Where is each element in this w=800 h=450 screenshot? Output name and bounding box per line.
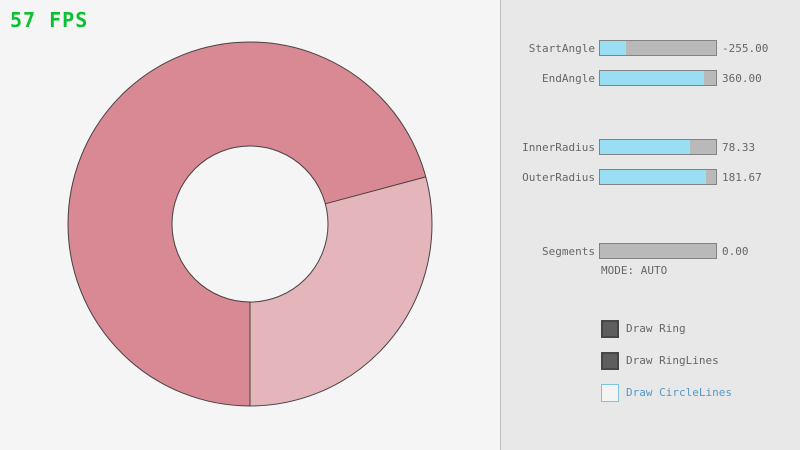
slider-value-endangle: 360.00: [722, 72, 762, 85]
slider-label-segments: Segments: [542, 245, 595, 258]
slider-fill-startangle: [600, 41, 626, 55]
slider-innerradius[interactable]: [599, 139, 717, 155]
ring-end-line: [325, 176, 426, 205]
slider-segments[interactable]: [599, 243, 717, 259]
slider-label-innerradius: InnerRadius: [522, 141, 595, 154]
slider-row-segments: Segments 0.00: [501, 243, 800, 259]
slider-value-segments: 0.00: [722, 245, 749, 258]
slider-label-startangle: StartAngle: [528, 42, 595, 55]
slider-outerradius[interactable]: [599, 169, 717, 185]
checkbox-label-draw-circlelines: Draw CircleLines: [626, 386, 732, 399]
checkbox-box-draw-ring[interactable]: [601, 320, 619, 338]
slider-row-endangle: EndAngle 360.00: [501, 70, 800, 86]
slider-row-startangle: StartAngle -255.00: [501, 40, 800, 56]
slider-label-endangle: EndAngle: [542, 72, 595, 85]
slider-value-startangle: -255.00: [722, 42, 769, 55]
slider-value-innerradius: 78.33: [722, 141, 756, 154]
segments-mode-text: MODE: AUTO: [601, 264, 668, 277]
checkbox-box-draw-circlelines[interactable]: [601, 384, 619, 402]
checkbox-label-draw-ring: Draw Ring: [626, 322, 686, 335]
slider-value-outerradius: 181.67: [722, 171, 762, 184]
slider-row-outerradius: OuterRadius 181.67: [501, 169, 800, 185]
checkbox-box-draw-ringlines[interactable]: [601, 352, 619, 370]
ring-canvas: [67, 41, 433, 407]
slider-startangle[interactable]: [599, 40, 717, 56]
ring-inner-hole: [172, 146, 328, 302]
slider-endangle[interactable]: [599, 70, 717, 86]
ring-light-segment: [250, 176, 433, 406]
slider-label-outerradius: OuterRadius: [522, 171, 595, 184]
slider-fill-outerradius: [600, 170, 706, 184]
slider-fill-endangle: [600, 71, 705, 85]
slider-fill-innerradius: [600, 140, 691, 154]
fps-counter: 57 FPS: [10, 8, 89, 32]
slider-row-innerradius: InnerRadius 78.33: [501, 139, 800, 155]
checkbox-label-draw-ringlines: Draw RingLines: [626, 354, 719, 367]
controls-panel: StartAngle -255.00 EndAngle 360.00 Inner…: [500, 0, 800, 450]
